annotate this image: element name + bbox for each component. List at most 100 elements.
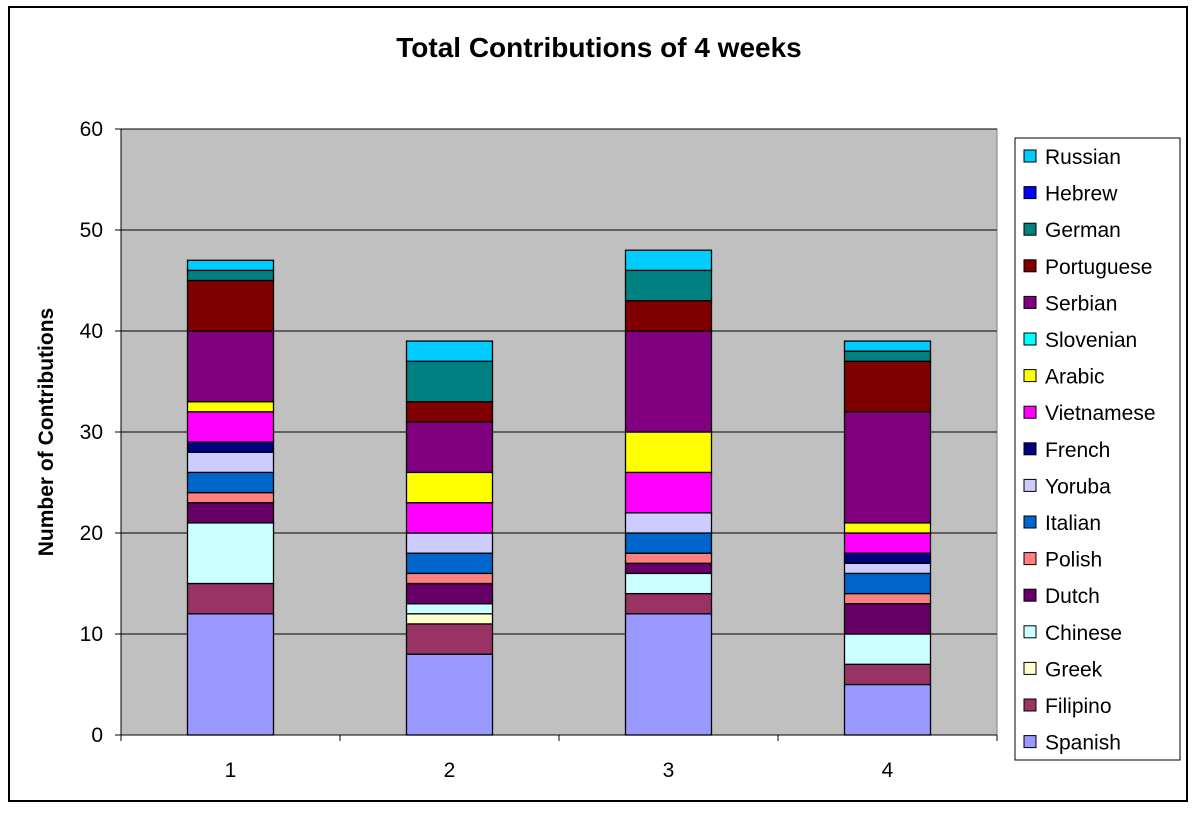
- bar-segment-chinese: [624, 572, 713, 595]
- bar-segment-german: [186, 269, 275, 282]
- bar-segment-serbian: [843, 411, 932, 524]
- bar-segment-dutch: [405, 582, 494, 605]
- bar-segment-serbian: [186, 330, 275, 403]
- bar-segment-chinese: [405, 603, 494, 615]
- bar-segment-arabic: [405, 471, 494, 504]
- bar-segment-dutch: [186, 502, 275, 524]
- legend-swatch-russian: [1023, 149, 1037, 163]
- bar-segment-vietnamese: [186, 411, 275, 443]
- bar-segment-german: [843, 350, 932, 362]
- y-tick-label: 40: [80, 320, 103, 343]
- legend-label-chinese: Chinese: [1045, 622, 1122, 645]
- legend-label-greek: Greek: [1045, 658, 1103, 681]
- bar-segment-serbian: [624, 330, 713, 433]
- bar-segment-spanish: [186, 613, 275, 736]
- bar-segment-vietnamese: [843, 532, 932, 554]
- legend-swatch-dutch: [1023, 588, 1037, 602]
- legend-label-german: German: [1045, 219, 1121, 242]
- legend-label-yoruba: Yoruba: [1045, 475, 1111, 498]
- legend-label-polish: Polish: [1045, 549, 1102, 572]
- bar-segment-italian: [405, 552, 494, 575]
- legend-swatch-french: [1023, 442, 1037, 456]
- bar-segment-portuguese: [624, 300, 713, 332]
- bar-segment-italian: [186, 471, 275, 494]
- bar-segment-filipino: [405, 623, 494, 655]
- legend-label-dutch: Dutch: [1045, 585, 1100, 608]
- y-tick-label: 50: [80, 219, 103, 242]
- legend-label-filipino: Filipino: [1045, 695, 1112, 718]
- y-tick-label: 10: [80, 623, 103, 646]
- bar-segment-polish: [624, 552, 713, 564]
- bar-segment-french: [843, 552, 932, 564]
- bar-segment-filipino: [186, 582, 275, 615]
- bar-segment-french: [186, 441, 275, 453]
- x-tick-label: 4: [882, 759, 894, 782]
- x-tick-label: 3: [663, 759, 675, 782]
- bar-segment-portuguese: [405, 401, 494, 423]
- bar-segment-german: [624, 269, 713, 302]
- legend-label-spanish: Spanish: [1045, 732, 1121, 755]
- bar-segment-spanish: [843, 683, 932, 736]
- legend-swatch-filipino: [1023, 698, 1037, 712]
- x-tick-label: 1: [225, 759, 237, 782]
- bar-segment-polish: [186, 491, 275, 504]
- y-tick-label: 20: [80, 522, 103, 545]
- bar-segment-serbian: [405, 421, 494, 474]
- y-tick-label: 0: [91, 724, 103, 747]
- bar-segment-italian: [624, 532, 713, 554]
- legend-swatch-vietnamese: [1023, 405, 1037, 419]
- chart-title: Total Contributions of 4 weeks: [396, 32, 802, 63]
- bar-segment-russian: [405, 340, 494, 362]
- legend-label-serbian: Serbian: [1045, 292, 1117, 315]
- bar-segment-arabic: [186, 401, 275, 413]
- bar-segment-dutch: [624, 562, 713, 575]
- legend-label-slovenian: Slovenian: [1045, 329, 1137, 352]
- legend-swatch-polish: [1023, 552, 1037, 566]
- legend-label-portuguese: Portuguese: [1045, 256, 1152, 279]
- legend-label-arabic: Arabic: [1045, 366, 1105, 389]
- bar-segment-yoruba: [186, 451, 275, 474]
- y-tick-label: 30: [80, 421, 103, 444]
- legend-swatch-arabic: [1023, 369, 1037, 383]
- legend-label-italian: Italian: [1045, 512, 1101, 535]
- legend-swatch-german: [1023, 222, 1037, 236]
- bar-segment-filipino: [843, 663, 932, 686]
- bar-segment-spanish: [624, 613, 713, 736]
- legend-swatch-chinese: [1023, 625, 1037, 639]
- bar-segment-yoruba: [624, 512, 713, 534]
- bar-segment-italian: [843, 572, 932, 595]
- bar-segment-arabic: [843, 522, 932, 534]
- legend-swatch-portuguese: [1023, 259, 1037, 273]
- legend-swatch-spanish: [1023, 735, 1037, 749]
- legend-swatch-serbian: [1023, 295, 1037, 309]
- bar-segment-spanish: [405, 653, 494, 736]
- bar-segment-vietnamese: [624, 471, 713, 514]
- y-tick-label: 60: [80, 118, 103, 141]
- legend-label-french: French: [1045, 439, 1110, 462]
- bar-segment-portuguese: [843, 360, 932, 413]
- legend-swatch-slovenian: [1023, 332, 1037, 346]
- bar-segment-chinese: [843, 633, 932, 665]
- bar-segment-russian: [624, 249, 713, 272]
- legend-box: [1014, 137, 1181, 761]
- legend-swatch-italian: [1023, 515, 1037, 529]
- bar-segment-german: [405, 360, 494, 403]
- bar-segment-russian: [186, 259, 275, 272]
- legend-swatch-yoruba: [1023, 478, 1037, 492]
- legend-swatch-greek: [1023, 661, 1037, 675]
- legend-label-hebrew: Hebrew: [1045, 183, 1118, 206]
- bar-segment-yoruba: [405, 532, 494, 554]
- bar-segment-polish: [405, 572, 494, 585]
- bar-segment-polish: [843, 592, 932, 605]
- bar-segment-chinese: [186, 522, 275, 585]
- bar-segment-yoruba: [843, 562, 932, 575]
- bar-segment-arabic: [624, 431, 713, 474]
- bar-segment-portuguese: [186, 279, 275, 332]
- bar-segment-dutch: [843, 603, 932, 635]
- bar-segment-greek: [405, 613, 494, 625]
- bar-segment-russian: [843, 340, 932, 352]
- bar-segment-filipino: [624, 592, 713, 615]
- legend-label-vietnamese: Vietnamese: [1045, 402, 1156, 425]
- legend-swatch-hebrew: [1023, 186, 1037, 200]
